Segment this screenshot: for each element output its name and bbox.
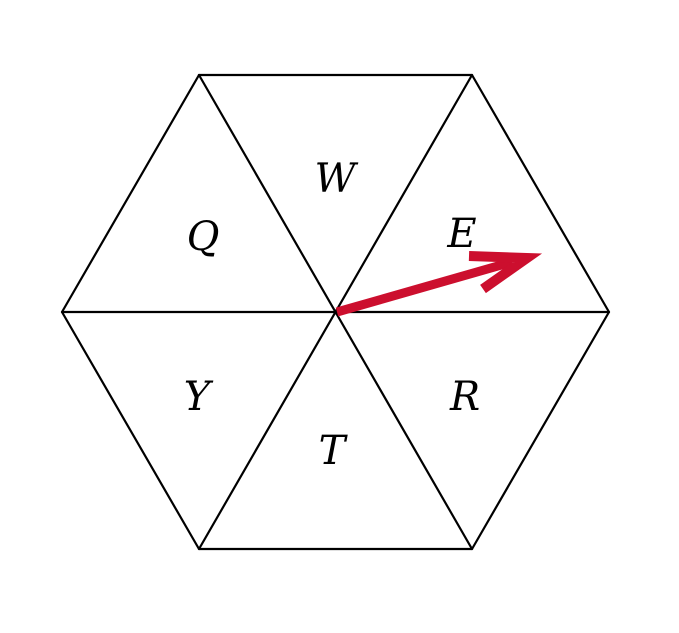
sector-label-t: T [319,428,349,474]
sector-label-e: E [446,211,476,257]
sector-label-r: R [449,374,480,420]
sector-label-q: Q [187,214,220,260]
pointer-arrow-shaft [335,257,514,317]
pointer-arrow [335,251,543,317]
pointer-arrow-head [468,251,543,294]
sector-label-w: W [314,156,358,202]
divider-diagonal-b [197,73,474,551]
sector-label-y: Y [184,374,214,420]
